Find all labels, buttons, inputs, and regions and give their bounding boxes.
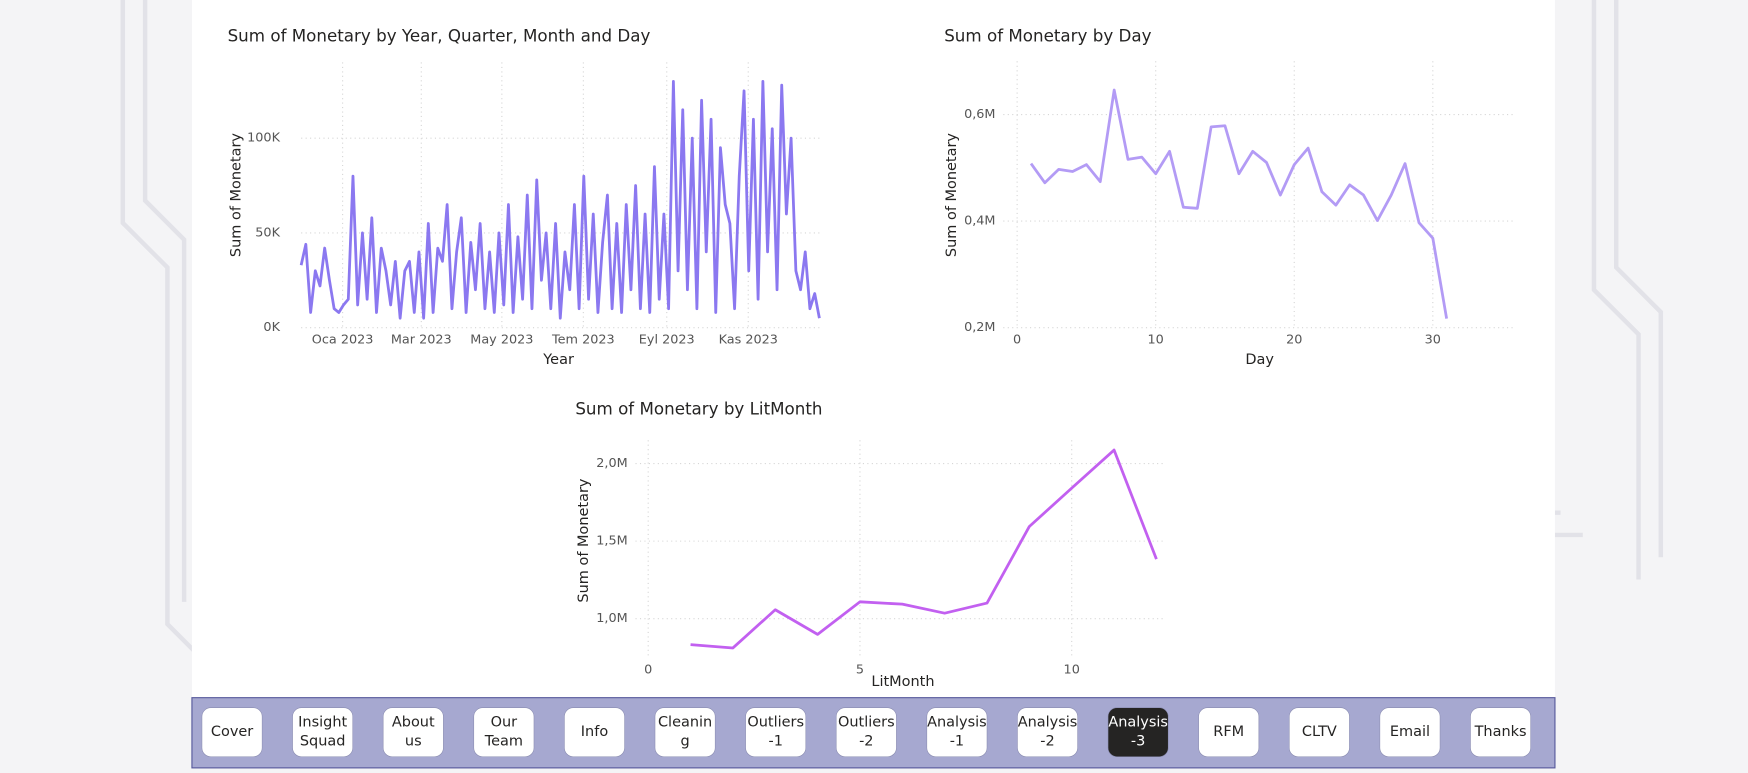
y-tick-label: 100K	[247, 131, 280, 146]
x-tick-label: 0	[644, 662, 652, 677]
data-line	[1029, 88, 1448, 319]
nav-button-label: Squad	[300, 734, 346, 750]
y-tick-label: 0K	[263, 320, 280, 335]
x-tick-label: 10	[1064, 662, 1080, 677]
nav-button-bg	[745, 707, 807, 758]
x-tick-label: Oca 2023	[312, 332, 374, 347]
nav-button-bg	[1379, 707, 1441, 758]
nav-button[interactable]: Email	[1379, 707, 1441, 758]
nav-button-label: Cleanin	[658, 715, 712, 731]
nav-button-bg	[292, 707, 354, 758]
x-tick-label: 0	[1013, 332, 1021, 347]
nav-button-label: About	[392, 715, 435, 731]
y-axis-label: Sum of Monetary	[944, 133, 960, 257]
nav-button[interactable]: Cleanin g	[654, 707, 716, 758]
y-tick-label: 50K	[255, 225, 280, 240]
nav-button-bg	[473, 707, 535, 758]
nav-button[interactable]: RFM	[1198, 707, 1260, 758]
nav-button-label: us	[405, 734, 422, 750]
nav-button-bg	[654, 707, 716, 758]
nav-button[interactable]: Info	[564, 707, 625, 758]
chart-title: Sum of Monetary by Year, Quarter, Month …	[228, 25, 651, 45]
nav-button-label: RFM	[1213, 724, 1244, 740]
nav-button-bg	[382, 707, 444, 758]
nav-button[interactable]: Analysis -2	[1017, 707, 1078, 758]
nav-button-label: Our	[491, 715, 518, 731]
x-tick-label: 30	[1425, 332, 1441, 347]
nav-button[interactable]: CLTV	[1288, 707, 1350, 758]
nav-button[interactable]: Outliers -1	[745, 707, 807, 758]
nav-button-label: Email	[1390, 724, 1430, 740]
x-tick-label: Mar 2023	[391, 332, 452, 347]
x-tick-label: Eyl 2023	[639, 332, 695, 347]
report-panel	[191, 0, 1555, 698]
y-tick-label: 1,5M	[596, 534, 627, 549]
nav-button[interactable]: Cover	[201, 707, 263, 758]
nav-button[interactable]: Analysis -1	[926, 707, 988, 758]
y-tick-label: 0,6M	[964, 107, 995, 122]
nav-button-bg	[1107, 707, 1169, 758]
nav-button-label: Analysis	[1018, 715, 1078, 731]
nav-button-label: -1	[768, 734, 782, 750]
y-axis-label: Sum of Monetary	[229, 133, 245, 257]
nav-button-label: Analysis	[1108, 715, 1168, 731]
y-tick-label: 0,4M	[964, 214, 995, 229]
nav-button-label: Insight	[298, 715, 347, 731]
nav-button[interactable]: About us	[382, 707, 444, 758]
nav-button[interactable]: Outliers -2	[835, 707, 897, 758]
y-tick-label: 0,2M	[964, 320, 995, 335]
data-line	[690, 448, 1158, 650]
chart-title: Sum of Monetary by LitMonth	[575, 399, 822, 419]
x-axis-label: LitMonth	[871, 674, 934, 690]
nav-button-bg	[1198, 707, 1260, 758]
x-tick-label: Tem 2023	[551, 332, 615, 347]
nav-button-label: -2	[859, 734, 873, 750]
nav-button-label: g	[680, 734, 689, 750]
nav-button-label: Analysis	[927, 715, 987, 731]
nav-button-label: -2	[1040, 734, 1054, 750]
nav-button[interactable]: Our Team	[473, 707, 535, 758]
x-tick-label: 5	[856, 662, 864, 677]
y-axis-label: Sum of Monetary	[576, 478, 592, 602]
nav-button-label: Thanks	[1474, 724, 1527, 740]
nav-button[interactable]: Thanks	[1470, 707, 1531, 758]
nav-button[interactable]: Insight Squad	[292, 707, 354, 758]
nav-button-label: CLTV	[1302, 724, 1337, 740]
nav-button-label: -3	[1131, 734, 1145, 750]
y-tick-label: 1,0M	[596, 611, 627, 626]
nav-button-bg	[1470, 707, 1531, 758]
nav-button-bg	[926, 707, 988, 758]
x-tick-label: 20	[1286, 332, 1302, 347]
nav-button-label: Cover	[211, 724, 253, 740]
x-axis-label: Year	[542, 352, 574, 368]
nav-button-label: -1	[950, 734, 964, 750]
y-tick-label: 2,0M	[596, 456, 627, 471]
data-line	[299, 79, 821, 320]
chart-title: Sum of Monetary by Day	[944, 25, 1151, 45]
nav-button-label: Outliers	[747, 715, 804, 731]
nav-button[interactable]: Analysis -3	[1107, 707, 1169, 758]
x-tick-label: 10	[1148, 332, 1164, 347]
x-axis-label: Day	[1245, 352, 1274, 368]
nav-button-bg	[1017, 707, 1078, 758]
x-tick-label: Kas 2023	[719, 332, 778, 347]
nav-button-bg	[201, 707, 263, 758]
nav-button-bg	[564, 707, 625, 758]
nav-button-bg	[835, 707, 897, 758]
x-tick-label: May 2023	[470, 332, 533, 347]
nav-button-bg	[1288, 707, 1350, 758]
nav-button-label: Info	[581, 724, 609, 740]
nav-button-label: Outliers	[838, 715, 895, 731]
nav-button-label: Team	[484, 734, 523, 750]
